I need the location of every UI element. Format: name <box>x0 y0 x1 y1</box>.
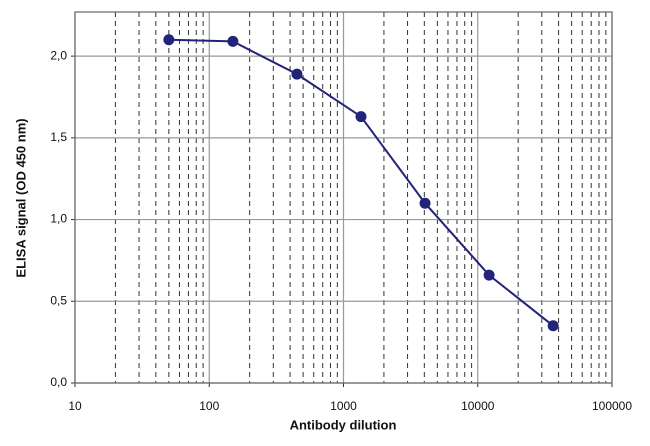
y-axis-title: ELISA signal (OD 450 nm) <box>13 118 28 277</box>
data-point <box>163 34 175 46</box>
data-point <box>419 197 431 209</box>
y-tick-label: 1,0 <box>50 212 67 226</box>
y-tick-label: 2,0 <box>50 48 67 62</box>
plot-frame <box>74 11 613 384</box>
data-point <box>227 35 239 47</box>
x-tick-label: 100 <box>199 399 219 413</box>
data-point <box>483 269 495 281</box>
x-tick-label: 10000 <box>461 399 495 413</box>
data-point <box>547 320 559 332</box>
y-tick-label: 0,0 <box>50 375 67 389</box>
y-tick-label: 0,5 <box>50 293 67 307</box>
data-point <box>291 68 303 80</box>
y-tick-label: 1,5 <box>50 130 67 144</box>
x-tick-label: 100000 <box>592 399 632 413</box>
x-axis-title: Antibody dilution <box>290 417 397 432</box>
x-tick-label: 1000 <box>330 399 357 413</box>
x-tick-label: 10 <box>68 399 82 413</box>
data-line <box>168 38 554 327</box>
data-point <box>355 111 367 123</box>
